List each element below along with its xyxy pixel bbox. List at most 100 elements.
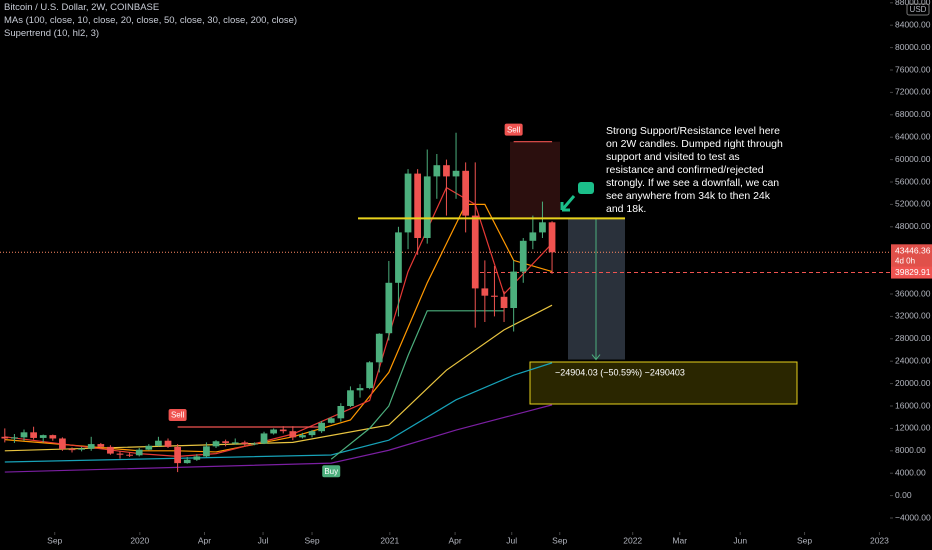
x-tick-label: Jul — [258, 535, 269, 545]
candle-body — [135, 449, 143, 456]
candle-body — [481, 288, 489, 296]
y-tick-label: 20000.00 — [895, 378, 931, 388]
candle-body — [423, 176, 431, 238]
candle-body — [49, 435, 57, 439]
x-tick-label: Apr — [198, 535, 211, 545]
y-tick-label: 28000.00 — [895, 333, 931, 343]
candle-body — [500, 296, 508, 308]
candle-body — [1, 436, 9, 439]
ma-line — [4, 304, 553, 452]
candle-body — [452, 170, 460, 177]
candle-body — [212, 441, 220, 447]
x-tick-label: Jun — [733, 535, 747, 545]
measure-box — [529, 361, 798, 405]
note-annotation: Strong Support/Resistance level here on … — [606, 125, 783, 215]
last-price-label: 43446.36 — [895, 246, 931, 256]
x-tick-label: Sep — [552, 535, 567, 545]
price-tag — [891, 266, 932, 279]
candle-body — [59, 438, 66, 450]
candle-body — [260, 433, 268, 444]
candle-body — [87, 444, 95, 449]
x-tick-label: Sep — [304, 535, 319, 545]
x-tick-label: Mar — [672, 535, 687, 545]
ma-line — [4, 362, 553, 463]
candle-body — [193, 456, 201, 460]
candle-body — [414, 173, 421, 238]
y-tick-label: 36000.00 — [895, 288, 931, 298]
y-tick-label: 60000.00 — [895, 154, 931, 164]
price-tag-label: 39829.91 — [895, 267, 931, 277]
candle-body — [385, 282, 393, 334]
candle-body — [241, 442, 249, 445]
candle-body — [231, 442, 239, 444]
ma-line — [4, 203, 553, 453]
candle-body — [30, 432, 37, 438]
candle-body — [337, 406, 345, 419]
candle-body — [68, 449, 76, 451]
supertrend-line — [330, 310, 505, 460]
candle-body — [97, 444, 105, 447]
candle-body — [318, 422, 325, 432]
candle-body — [222, 441, 229, 443]
stop-zone — [510, 141, 560, 219]
thumb-icon — [578, 182, 594, 194]
x-tick-label: 2022 — [623, 535, 642, 545]
y-tick-label: 76000.00 — [895, 64, 931, 74]
y-tick-label: 64000.00 — [895, 131, 931, 141]
y-tick-label: −4000.00 — [895, 512, 931, 522]
y-tick-label: 72000.00 — [895, 87, 931, 97]
candle-body — [539, 222, 546, 233]
y-tick-label: 32000.00 — [895, 311, 931, 321]
y-tick-label: 48000.00 — [895, 221, 931, 231]
symbol-title: Bitcoin / U.S. Dollar, 2W, COINBASE — [4, 2, 160, 13]
arrow-icon — [560, 195, 576, 212]
y-tick-label: 56000.00 — [895, 176, 931, 186]
signal-badge — [504, 123, 523, 136]
candle-body — [174, 446, 181, 464]
candle-body — [279, 429, 287, 432]
candle-body — [529, 232, 537, 241]
candle-body — [356, 388, 364, 391]
candle-body — [183, 459, 191, 464]
candle-body — [395, 232, 402, 283]
y-tick-label: 68000.00 — [895, 109, 931, 119]
candle-body — [510, 271, 518, 308]
y-tick-label: 8000.00 — [895, 445, 926, 455]
signal-label: Sell — [507, 125, 521, 134]
y-tick-label: 80000.00 — [895, 42, 931, 52]
arrow-head — [591, 354, 601, 361]
candle-body — [39, 435, 47, 438]
measure-label: −24904.03 (−50.59%) −2490403 — [555, 367, 685, 377]
last-price-tag — [891, 244, 932, 269]
candle-body — [126, 454, 133, 456]
candle-body — [107, 446, 114, 454]
ma-line — [4, 404, 553, 473]
candle-body — [471, 215, 479, 289]
countdown-label: 4d 0h — [895, 256, 915, 265]
candle-body — [289, 431, 297, 438]
x-tick-label: Sep — [797, 535, 812, 545]
candle-body — [270, 429, 277, 434]
x-tick-label: Sep — [47, 535, 62, 545]
y-tick-label: 24000.00 — [895, 355, 931, 365]
candle-body — [519, 240, 527, 272]
indicator-label: MAs (100, close, 10, close, 20, close, 5… — [4, 15, 298, 26]
candle-body — [433, 165, 441, 177]
candle-body — [78, 448, 85, 450]
x-tick-label: 2021 — [380, 535, 399, 545]
candle-body — [404, 173, 412, 233]
ma-line — [4, 186, 553, 458]
candle-body — [203, 446, 210, 457]
candle-body — [308, 431, 316, 436]
candle-body — [443, 165, 450, 177]
candle-body — [155, 440, 162, 446]
x-tick-label: 2023 — [870, 535, 889, 545]
y-tick-label: 12000.00 — [895, 423, 931, 433]
signal-badge — [322, 465, 341, 478]
candle-body — [20, 432, 28, 438]
signal-label: Sell — [171, 411, 185, 420]
signal-badge — [168, 409, 187, 421]
candle-body — [251, 443, 258, 445]
